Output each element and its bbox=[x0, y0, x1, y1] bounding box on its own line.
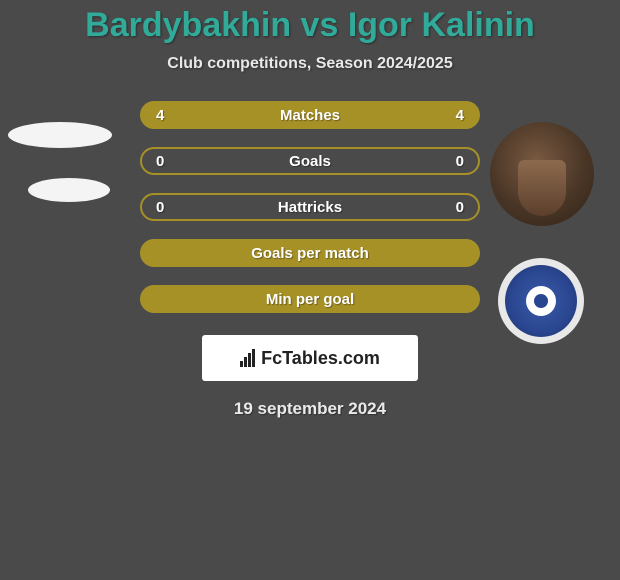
stat-row-goals: 0Goals0 bbox=[140, 147, 480, 175]
stat-label: Matches bbox=[176, 107, 444, 124]
club-crest-icon bbox=[505, 265, 577, 337]
stat-row-goals-per-match: 0Goals per match0 bbox=[140, 239, 480, 267]
stat-row-matches: 4Matches4 bbox=[140, 101, 480, 129]
bar-chart-icon bbox=[240, 349, 255, 367]
stat-right-value: 4 bbox=[444, 107, 464, 124]
stat-left-value: 4 bbox=[156, 107, 176, 124]
generated-date: 19 september 2024 bbox=[0, 399, 620, 419]
stat-right-value: 0 bbox=[444, 199, 464, 216]
club-left-crest-placeholder bbox=[28, 178, 110, 202]
stat-left-value: 0 bbox=[156, 153, 176, 170]
stat-row-hattricks: 0Hattricks0 bbox=[140, 193, 480, 221]
brand-box: FcTables.com bbox=[202, 335, 418, 381]
brand-text: FcTables.com bbox=[261, 348, 380, 369]
stat-label: Hattricks bbox=[176, 199, 444, 216]
stat-label: Goals bbox=[176, 153, 444, 170]
stat-row-min-per-goal: 0Min per goal0 bbox=[140, 285, 480, 313]
page-title: Bardybakhin vs Igor Kalinin bbox=[0, 0, 620, 45]
player-right-avatar bbox=[490, 122, 594, 226]
stat-label: Min per goal bbox=[176, 291, 444, 308]
stat-right-value: 0 bbox=[444, 153, 464, 170]
club-right-crest bbox=[498, 258, 584, 344]
stat-label: Goals per match bbox=[176, 245, 444, 262]
season-subtitle: Club competitions, Season 2024/2025 bbox=[0, 55, 620, 73]
player-left-avatar-placeholder bbox=[8, 122, 112, 148]
stat-left-value: 0 bbox=[156, 199, 176, 216]
